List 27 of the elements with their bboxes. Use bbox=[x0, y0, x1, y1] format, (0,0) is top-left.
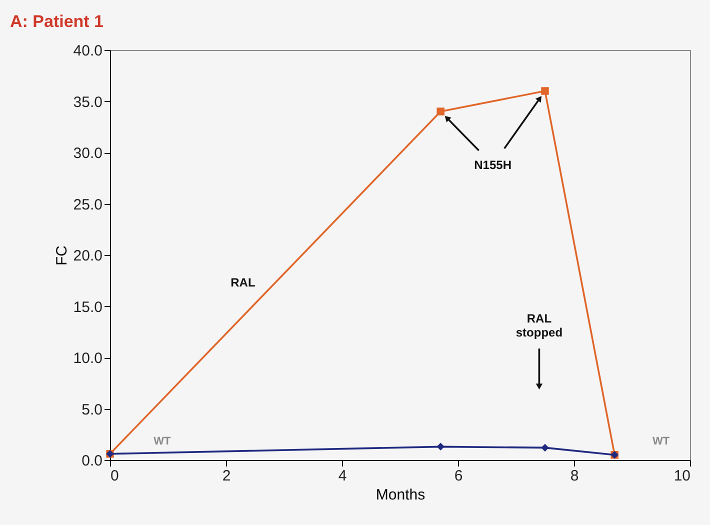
y-tick-label: 10.0 bbox=[73, 350, 102, 367]
annotation: RAL stopped bbox=[516, 312, 563, 340]
point bbox=[436, 108, 444, 116]
y-tick-label: 15.0 bbox=[73, 298, 102, 316]
x-tick-label: 8 bbox=[570, 468, 579, 484]
y-tick-label: 25.0 bbox=[73, 196, 102, 214]
point bbox=[436, 442, 444, 451]
y-tick-label: 5.0 bbox=[82, 401, 102, 418]
x-tick-label: 2 bbox=[222, 468, 231, 484]
annotation: WT bbox=[154, 436, 172, 448]
x-tick-label: 10 bbox=[674, 468, 690, 484]
chart-title: A: Patient 1 bbox=[10, 12, 104, 31]
annotation: WT bbox=[652, 436, 670, 448]
point bbox=[541, 87, 549, 95]
y-axis-title: FC bbox=[53, 245, 70, 266]
x-axis-title: Months bbox=[376, 486, 426, 504]
series-label: RAL bbox=[230, 276, 256, 290]
x-tick-label: 4 bbox=[338, 468, 347, 484]
y-tick-label: 40.0 bbox=[73, 42, 102, 60]
x-tick-label: 0 bbox=[110, 468, 119, 484]
y-tick-label: 20.0 bbox=[73, 248, 102, 264]
y-tick-label: 0.0 bbox=[82, 452, 102, 470]
y-tick-label: 30.0 bbox=[73, 145, 102, 162]
y-tick-label: 35.0 bbox=[73, 94, 102, 111]
x-tick-label: 6 bbox=[454, 468, 463, 484]
annotation: N155H bbox=[474, 158, 512, 172]
point bbox=[541, 444, 549, 452]
